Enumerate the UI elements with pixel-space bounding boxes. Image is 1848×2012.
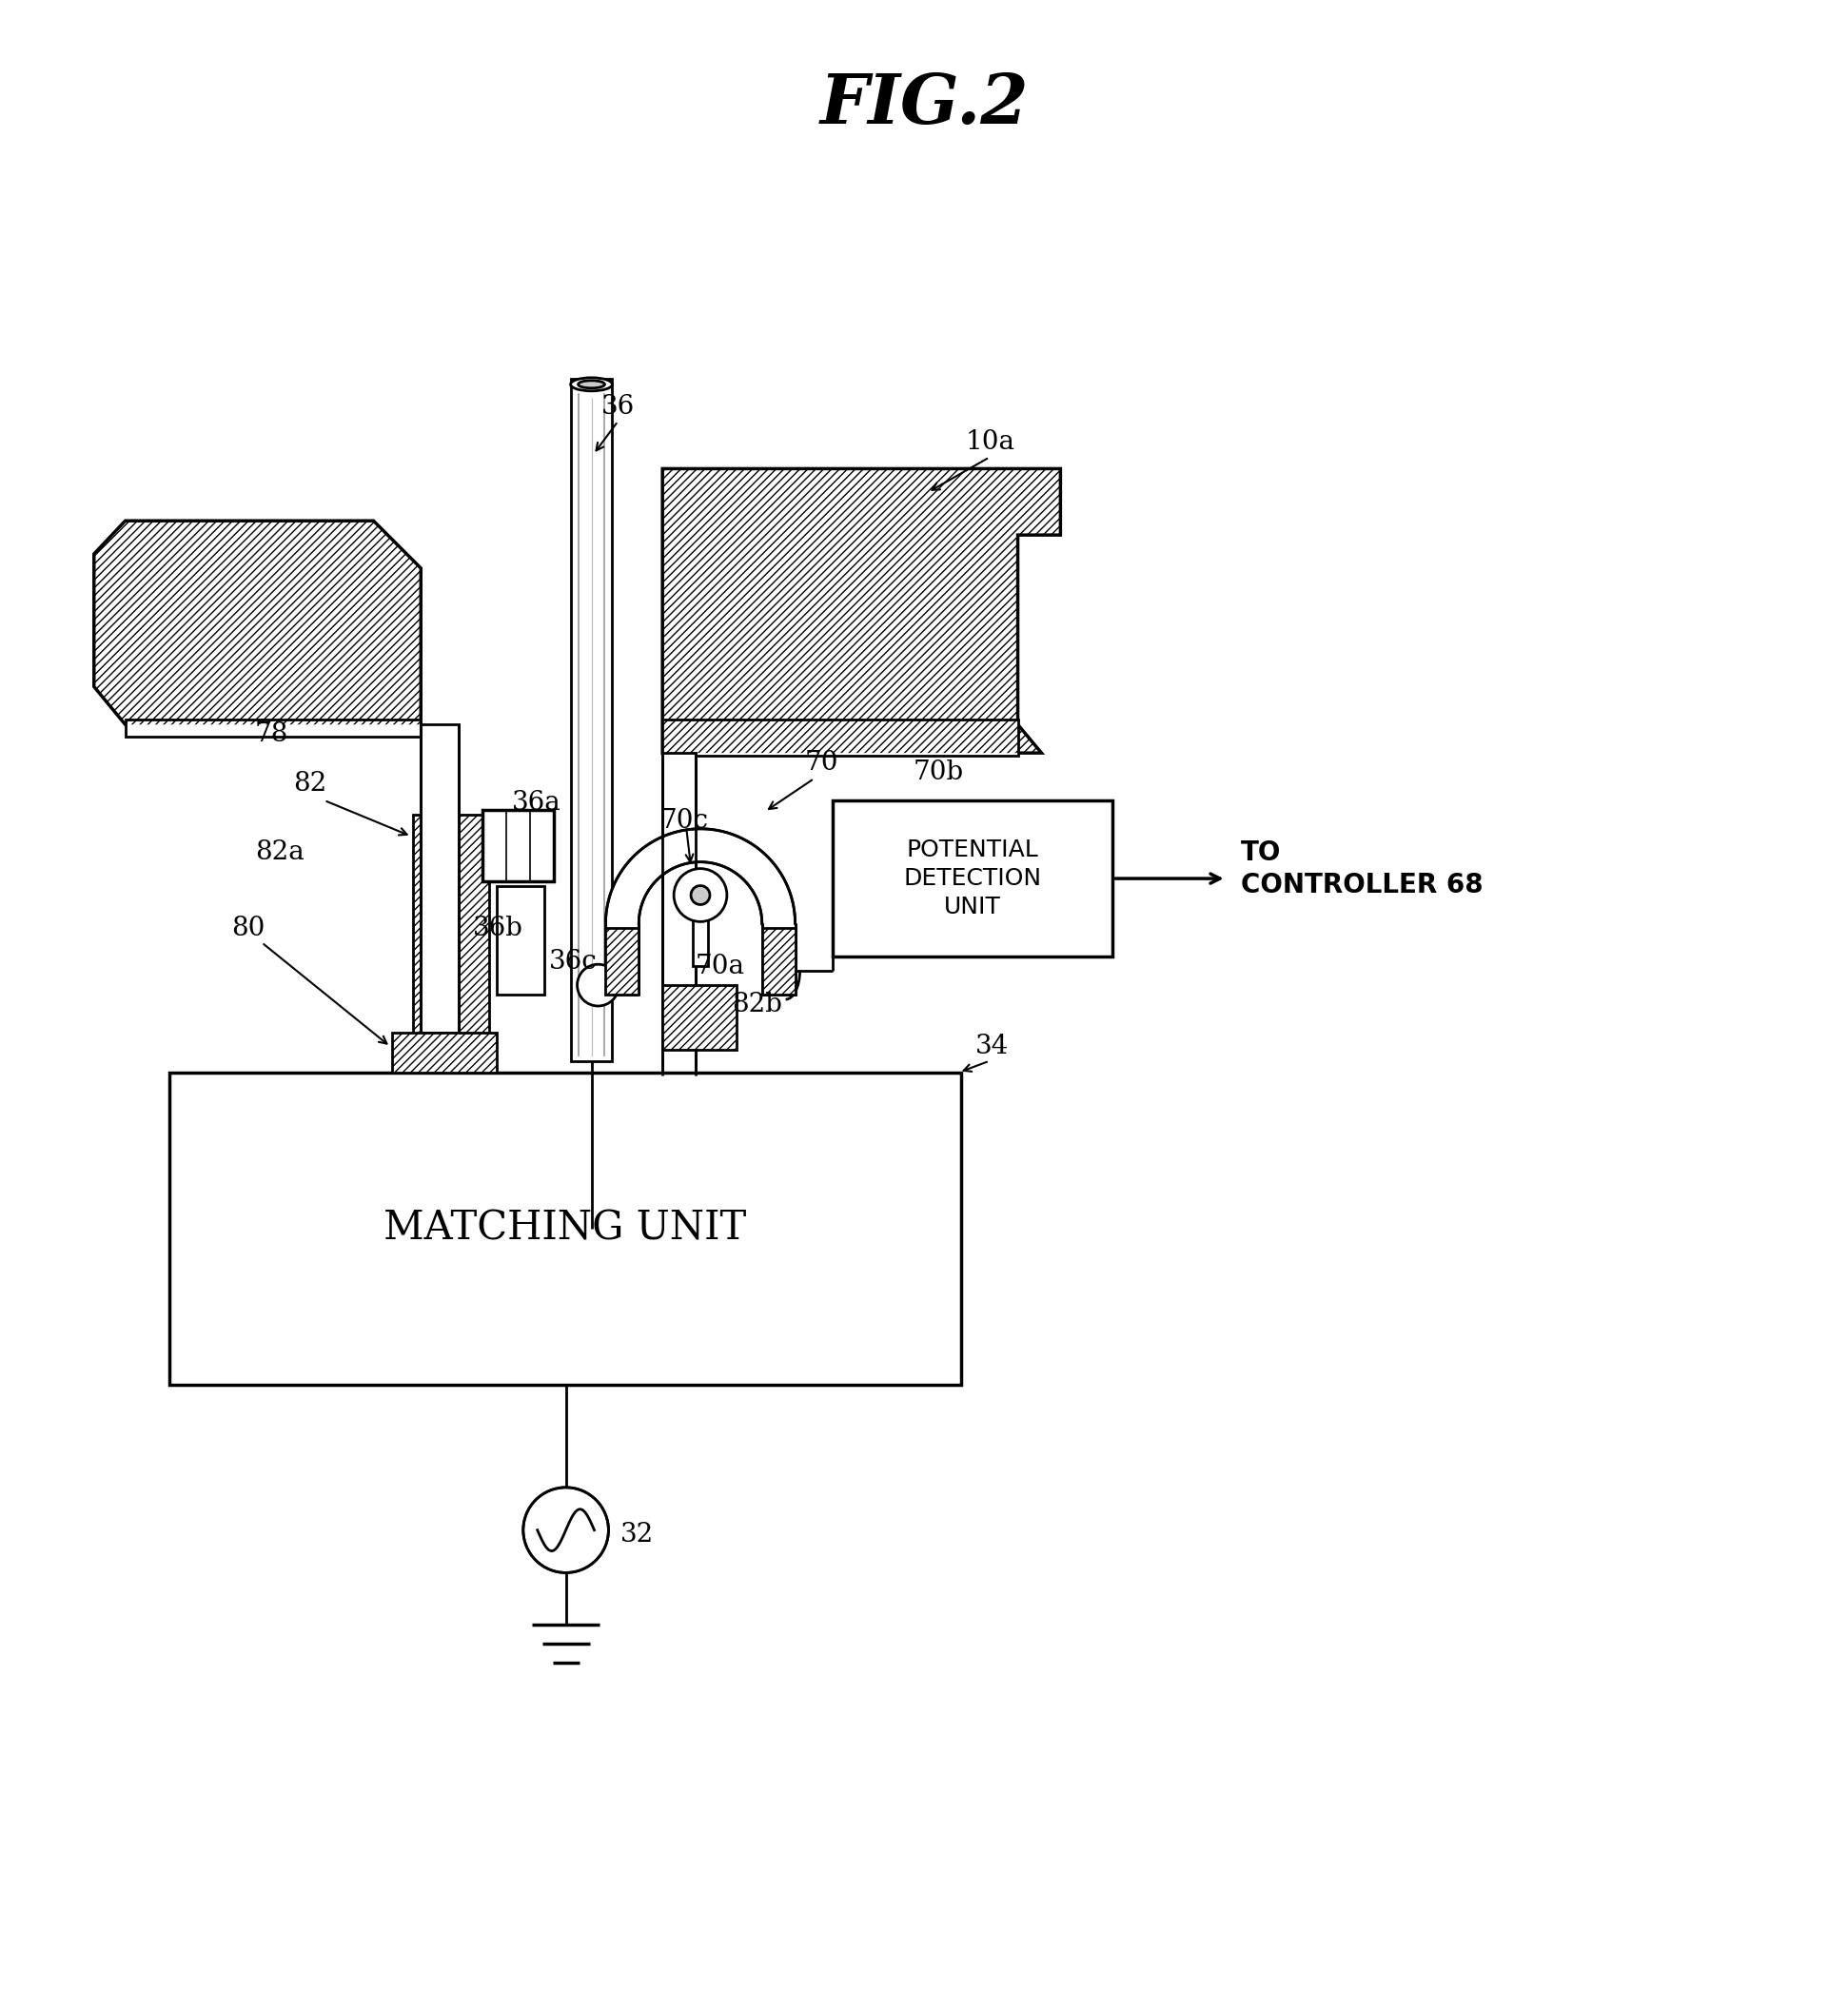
Text: 36b: 36b bbox=[473, 915, 523, 942]
Ellipse shape bbox=[578, 380, 604, 388]
Circle shape bbox=[523, 1487, 608, 1573]
Text: 32: 32 bbox=[619, 1521, 654, 1547]
Text: 82b: 82b bbox=[732, 992, 782, 1016]
Text: 70c: 70c bbox=[660, 809, 708, 835]
Text: 10a: 10a bbox=[967, 429, 1015, 455]
Text: 82a: 82a bbox=[255, 839, 305, 865]
Bar bbox=[421, 724, 458, 1032]
Text: 80: 80 bbox=[231, 915, 264, 942]
Bar bbox=[761, 928, 795, 994]
Text: 70a: 70a bbox=[695, 954, 745, 980]
Text: 34: 34 bbox=[976, 1034, 1009, 1060]
Polygon shape bbox=[606, 829, 795, 994]
Bar bbox=[662, 986, 736, 1050]
Text: FIG.2: FIG.2 bbox=[819, 70, 1029, 137]
Text: 36c: 36c bbox=[549, 948, 597, 974]
Text: 70: 70 bbox=[804, 750, 839, 775]
Circle shape bbox=[691, 885, 710, 905]
Text: 36a: 36a bbox=[512, 791, 562, 817]
Text: 78: 78 bbox=[255, 720, 288, 746]
Bar bbox=[662, 720, 1018, 757]
Bar bbox=[414, 815, 490, 1046]
Text: 36: 36 bbox=[601, 394, 634, 421]
Ellipse shape bbox=[571, 378, 612, 390]
Bar bbox=[170, 1072, 961, 1384]
Text: TO
CONTROLLER 68: TO CONTROLLER 68 bbox=[1240, 839, 1482, 899]
Bar bbox=[693, 905, 708, 966]
Text: 82: 82 bbox=[294, 771, 327, 797]
Polygon shape bbox=[94, 521, 421, 724]
Bar bbox=[392, 1032, 497, 1072]
Circle shape bbox=[577, 964, 619, 1006]
Bar bbox=[833, 801, 1112, 958]
Bar bbox=[571, 378, 612, 1060]
Text: POTENTIAL
DETECTION
UNIT: POTENTIAL DETECTION UNIT bbox=[904, 839, 1042, 917]
Bar bbox=[606, 928, 639, 994]
Text: 70b: 70b bbox=[913, 759, 965, 785]
Bar bbox=[662, 752, 695, 1074]
Bar bbox=[126, 720, 421, 736]
Bar bbox=[497, 885, 543, 994]
Text: MATCHING UNIT: MATCHING UNIT bbox=[384, 1209, 747, 1249]
Circle shape bbox=[675, 869, 726, 921]
Bar bbox=[482, 811, 554, 881]
Polygon shape bbox=[662, 469, 1061, 752]
